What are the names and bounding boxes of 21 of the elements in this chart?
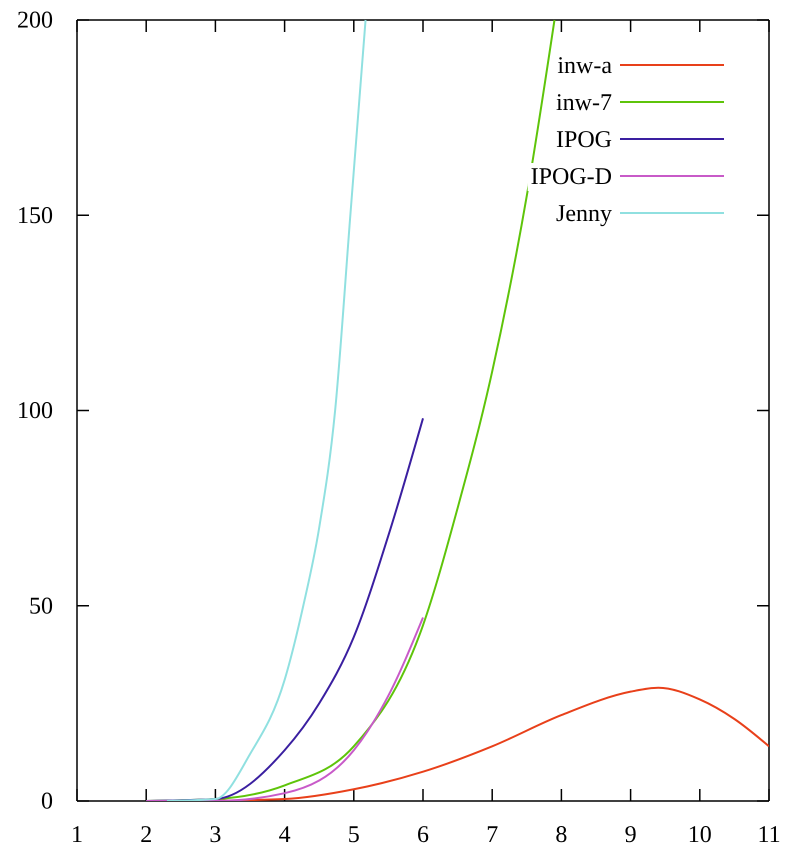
x-tick-label: 5	[348, 822, 360, 848]
y-tick-label: 150	[17, 202, 53, 229]
legend-label: IPOG	[556, 127, 612, 153]
x-tick-label: 4	[278, 822, 291, 848]
legend-label: Jenny	[556, 201, 612, 227]
x-tick-label: 6	[417, 822, 429, 848]
x-tick-label: 1	[71, 822, 83, 848]
legend-label: inw-a	[557, 53, 612, 79]
x-tick-label: 2	[140, 822, 152, 848]
x-tick-label: 11	[757, 822, 781, 848]
legend-label: IPOG-D	[530, 164, 612, 190]
y-tick-label: 50	[29, 593, 53, 620]
x-tick-label: 10	[688, 822, 712, 848]
x-tick-label: 3	[209, 822, 222, 848]
x-tick-label: 9	[624, 822, 637, 848]
x-tick-label: 7	[486, 822, 498, 848]
legend-label: inw-7	[556, 90, 612, 116]
y-tick-label: 100	[17, 398, 53, 424]
y-tick-label: 0	[41, 788, 53, 815]
y-tick-label: 200	[17, 8, 53, 34]
x-tick-label: 8	[555, 822, 568, 848]
